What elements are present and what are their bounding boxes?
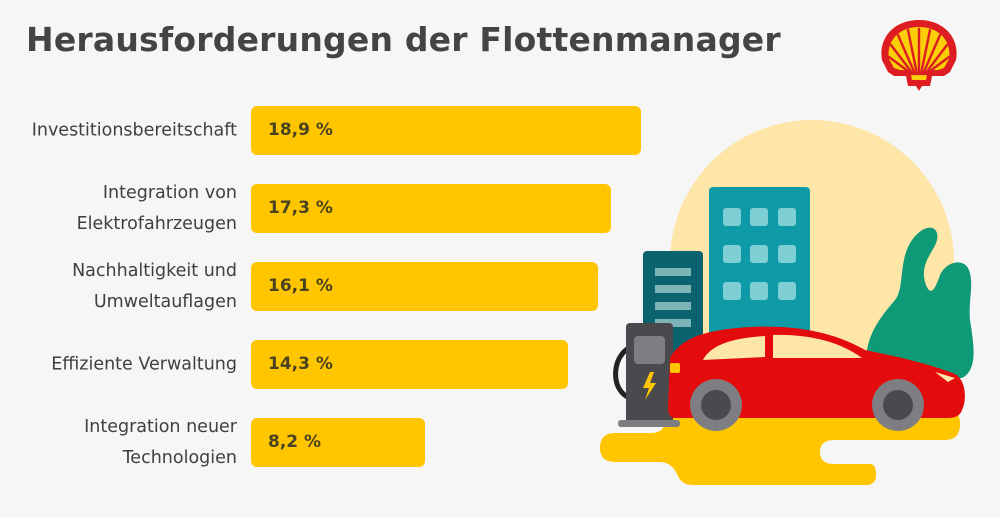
chart-row: Integration neuer Technologien 8,2 %: [0, 417, 660, 468]
page-title: Herausforderungen der Flottenmanager: [26, 20, 781, 59]
bar: [251, 340, 568, 389]
label-line: Effiziente Verwaltung: [51, 354, 237, 375]
chart-row: Investitionsbereitschaft 18,9 %: [0, 106, 660, 156]
label-line: Investitionsbereitschaft: [31, 120, 237, 141]
label-line: Nachhaltigkeit und: [72, 261, 237, 281]
bar-value: 17,3 %: [268, 198, 333, 218]
label-line: Elektrofahrzeugen: [76, 214, 237, 234]
row-label: Investitionsbereitschaft: [32, 116, 237, 147]
label-line: Integration von: [102, 183, 237, 203]
office-building: [709, 187, 810, 387]
bar: [251, 106, 641, 155]
row-label: Integration von Elektrofahrzeugen: [77, 178, 237, 240]
bar-value: 16,1 %: [268, 276, 333, 296]
bar: [251, 262, 598, 311]
label-line: Technologien: [122, 448, 237, 468]
row-label: Integration neuer Technologien: [84, 412, 237, 474]
row-label: Effiziente Verwaltung: [51, 350, 237, 381]
tree: [866, 227, 974, 378]
sun-circle: [670, 120, 954, 404]
bar: [251, 184, 611, 233]
label-line: Umweltauflagen: [93, 292, 237, 312]
chart-row: Nachhaltigkeit und Umweltauflagen 16,1 %: [0, 261, 660, 312]
bar-value: 8,2 %: [268, 432, 322, 452]
bar-value: 18,9 %: [268, 120, 333, 140]
bar: [251, 418, 425, 467]
electric-car: [668, 326, 965, 431]
chart-row: Integration von Elektrofahrzeugen 17,3 %: [0, 183, 660, 234]
row-label: Nachhaltigkeit und Umweltauflagen: [72, 256, 237, 318]
shell-logo-icon: [881, 20, 957, 91]
label-line: Integration neuer: [84, 417, 237, 437]
bar-value: 14,3 %: [268, 354, 333, 374]
chart-row: Effiziente Verwaltung 14,3 %: [0, 340, 660, 390]
